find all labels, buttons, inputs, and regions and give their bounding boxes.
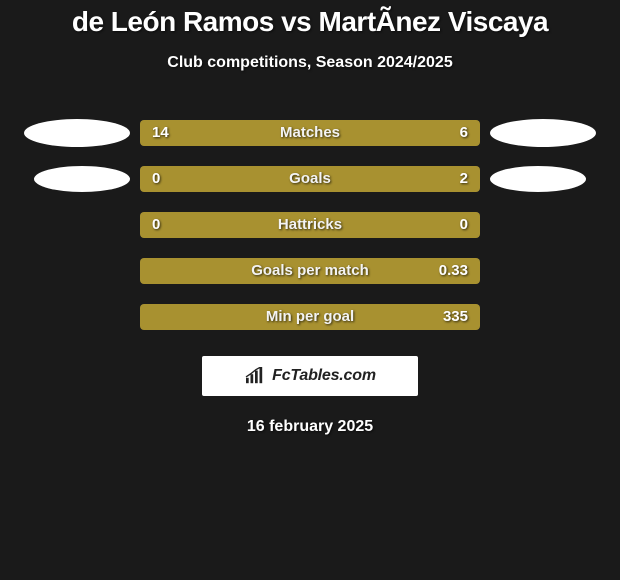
stat-value-right: 6 xyxy=(460,120,468,146)
stat-value-right: 2 xyxy=(460,166,468,192)
bar-chart-icon xyxy=(244,367,266,385)
stat-label: Goals per match xyxy=(140,258,480,284)
player-right-marker xyxy=(490,166,586,192)
stat-row: Goals0 2 xyxy=(0,156,620,202)
update-date: 16 february 2025 xyxy=(0,418,620,436)
stat-value-left: 0 xyxy=(152,166,160,192)
stats-bars: Matches146Goals02Hattricks00Goals per ma… xyxy=(0,110,620,340)
page-title: de León Ramos vs MartÃ­nez Viscaya xyxy=(0,6,620,38)
branding-box: FcTables.com xyxy=(202,356,418,396)
stat-value-left: 0 xyxy=(152,212,160,238)
stat-bar: Goals0 2 xyxy=(140,166,480,192)
stat-label: Hattricks xyxy=(140,212,480,238)
stat-label: Matches xyxy=(140,120,480,146)
stat-label: Min per goal xyxy=(140,304,480,330)
player-left-marker xyxy=(34,166,130,192)
stat-value-left: 14 xyxy=(152,120,169,146)
stat-label: Goals xyxy=(140,166,480,192)
stat-bar: Hattricks0 0 xyxy=(140,212,480,238)
stat-row: Matches14 6 xyxy=(0,110,620,156)
stat-row: Goals per match0.33 xyxy=(0,248,620,294)
stat-value-right: 0 xyxy=(460,212,468,238)
stat-bar: Matches14 6 xyxy=(140,120,480,146)
stat-value-right: 335 xyxy=(443,304,468,330)
comparison-card: de León Ramos vs MartÃ­nez Viscaya Club … xyxy=(0,0,620,436)
player-left-marker xyxy=(24,119,130,147)
player-right-marker xyxy=(490,119,596,147)
stat-bar: Goals per match0.33 xyxy=(140,258,480,284)
stat-bar: Min per goal335 xyxy=(140,304,480,330)
stat-value-right: 0.33 xyxy=(439,258,468,284)
page-subtitle: Club competitions, Season 2024/2025 xyxy=(0,54,620,72)
branding-text: FcTables.com xyxy=(272,367,376,385)
stat-row: Min per goal335 xyxy=(0,294,620,340)
stat-row: Hattricks0 0 xyxy=(0,202,620,248)
